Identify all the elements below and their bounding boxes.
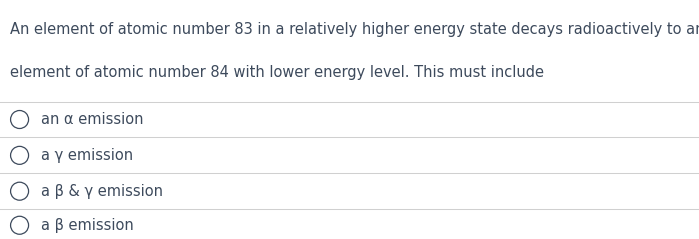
Text: An element of atomic number 83 in a relatively higher energy state decays radioa: An element of atomic number 83 in a rela… (10, 22, 699, 37)
Text: an α emission: an α emission (41, 112, 144, 127)
Text: element of atomic number 84 with lower energy level. This must include: element of atomic number 84 with lower e… (10, 65, 545, 80)
Text: a β & γ emission: a β & γ emission (41, 184, 163, 199)
Text: a β emission: a β emission (41, 218, 134, 233)
Text: a γ emission: a γ emission (41, 148, 134, 163)
